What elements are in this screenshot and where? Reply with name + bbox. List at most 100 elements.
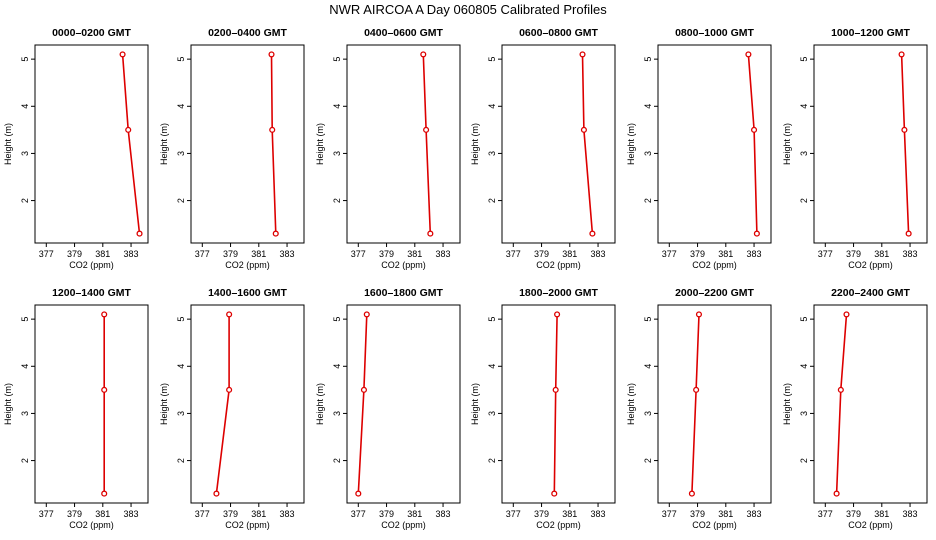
x-tick-label: 383 [903,509,918,519]
x-tick-label: 383 [903,249,918,259]
profile-point [125,126,132,133]
y-tick-label: 5 [176,317,186,322]
profile-panel: 1000–1200 GMT 377 379 381 383 2 3 4 5 CO2 (ppm) He… [782,27,928,270]
y-axis-label: Height (m) [315,383,325,425]
figure-title: NWR AIRCOA A Day 060805 Calibrated Profi… [329,2,607,17]
plot-frame [501,304,616,504]
y-tick-label: 4 [799,104,809,109]
profile-panel: 0000–0200 GMT 377 379 381 383 2 3 4 5 CO2 (ppm) He… [3,27,149,270]
y-tick-label: 3 [20,411,30,416]
y-tick-label: 4 [20,364,30,369]
y-axis-label: Height (m) [626,123,636,165]
y-tick-label: 2 [799,458,809,463]
profile-line [835,314,848,494]
x-tick-label: 383 [747,249,762,259]
profile-line [422,54,432,234]
x-axis-label: CO2 (ppm) [381,520,426,530]
profile-point [423,126,430,133]
y-tick-label: 3 [643,411,653,416]
plot-frame [346,304,461,504]
y-axis-label: Height (m) [315,123,325,165]
profile-panel: 1400–1600 GMT 377 379 381 383 2 3 4 5 CO2 (ppm) He… [159,287,305,530]
plot-frame [190,304,305,504]
y-axis-label: Height (m) [782,383,792,425]
y-tick-label: 4 [487,104,497,109]
y-axis-label: Height (m) [470,123,480,165]
x-tick-label: 383 [436,509,451,519]
y-tick-label: 5 [643,317,653,322]
y-tick-label: 2 [643,458,653,463]
y-tick-label: 3 [487,151,497,156]
profile-point [101,490,108,497]
profile-point [213,490,220,497]
y-axis-label: Height (m) [470,383,480,425]
y-tick-label: 4 [643,104,653,109]
profile-point [843,311,850,318]
y-tick-label: 3 [332,151,342,156]
x-tick-label: 379 [67,249,82,259]
x-tick-label: 379 [690,509,705,519]
x-tick-label: 377 [506,249,521,259]
panel-title: 0000–0200 GMT [52,27,131,39]
profile-point [360,386,368,393]
panel-title: 1000–1200 GMT [831,27,910,39]
profile-point [268,51,275,58]
plot-frame [813,304,928,504]
x-axis-label: CO2 (ppm) [536,260,581,270]
y-tick-label: 4 [176,104,186,109]
x-tick-label: 379 [223,509,238,519]
y-tick-label: 5 [332,57,342,62]
y-tick-label: 3 [176,151,186,156]
panel-title: 2000–2200 GMT [675,287,754,299]
panel-title: 1600–1800 GMT [364,287,443,299]
x-axis-label: CO2 (ppm) [848,260,893,270]
y-tick-label: 5 [487,317,497,322]
x-tick-label: 381 [718,509,733,519]
x-tick-label: 377 [39,249,54,259]
profile-panel: 0400–0600 GMT 377 379 381 383 2 3 4 5 CO2 (ppm) He… [315,27,461,270]
panel-title: 1400–1600 GMT [208,287,287,299]
profile-point [554,311,561,318]
profile-point [745,51,752,58]
x-tick-label: 383 [124,249,139,259]
y-axis-label: Height (m) [3,383,13,425]
y-tick-label: 5 [799,57,809,62]
profile-line [553,314,558,494]
profile-panel: 1600–1800 GMT 377 379 381 383 2 3 4 5 CO2 (ppm) He… [315,287,461,530]
profile-panel: 2000–2200 GMT 377 379 381 383 2 3 4 5 CO2 (ppm) He… [626,287,772,530]
x-tick-label: 383 [124,509,139,519]
panel-title: 1200–1400 GMT [52,287,131,299]
y-tick-label: 2 [20,198,30,203]
y-tick-label: 2 [176,198,186,203]
profile-point [837,386,844,393]
plot-frame [657,304,772,504]
y-tick-label: 3 [176,411,186,416]
panel-title: 1800–2000 GMT [519,287,598,299]
profile-point [589,230,596,237]
profile-point [695,311,703,318]
x-tick-label: 377 [195,249,210,259]
x-axis-label: CO2 (ppm) [848,520,893,530]
y-tick-label: 5 [20,57,30,62]
plot-frame [34,44,149,244]
profile-line [215,314,230,494]
x-tick-label: 379 [67,509,82,519]
x-tick-label: 379 [223,249,238,259]
plot-frame [190,44,305,244]
x-tick-label: 379 [846,509,861,519]
y-tick-label: 5 [176,57,186,62]
x-axis-label: CO2 (ppm) [692,260,737,270]
y-axis-label: Height (m) [3,123,13,165]
profile-point [579,51,586,58]
plot-frame [813,44,928,244]
x-tick-label: 379 [534,249,549,259]
profile-panel: 1800–2000 GMT 377 379 381 383 2 3 4 5 CO2 (ppm) He… [470,287,616,530]
y-tick-label: 2 [332,198,342,203]
x-tick-label: 381 [718,249,733,259]
y-tick-label: 4 [332,104,342,109]
profile-point [119,51,126,58]
x-tick-label: 377 [195,509,210,519]
profile-panel: 0800–1000 GMT 377 379 381 383 2 3 4 5 CO2 (ppm) He… [626,27,772,270]
profile-line [581,54,594,234]
